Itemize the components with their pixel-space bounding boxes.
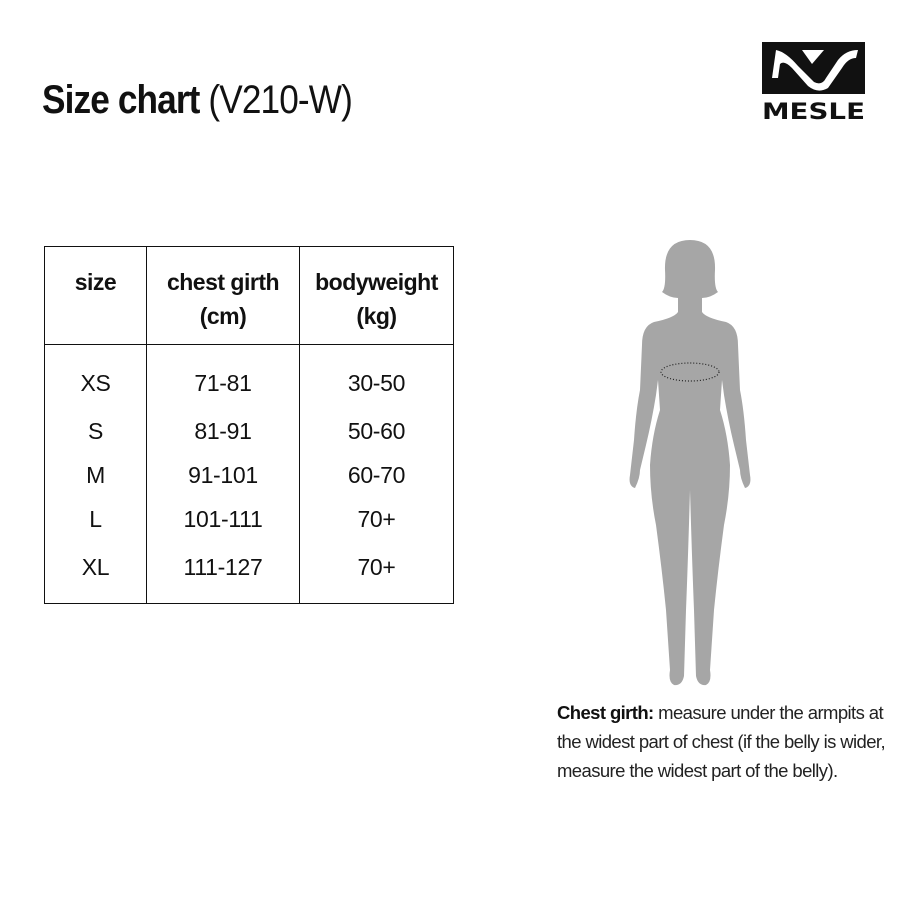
header-bodyweight: bodyweight (kg) xyxy=(299,246,454,345)
cell-weight: 50-60 xyxy=(299,409,454,453)
cell-size: L xyxy=(44,497,147,541)
title-bold: Size chart xyxy=(42,78,200,122)
cell-chest: 91-101 xyxy=(146,453,300,497)
note-text: measure under the armpits at the widest … xyxy=(557,702,886,781)
page-title: Size chart (V210-W) xyxy=(42,78,353,123)
table-row: XS 71-81 30-50 xyxy=(44,344,454,409)
cell-weight: 70+ xyxy=(299,497,454,541)
title-model: (V210-W) xyxy=(208,78,352,122)
cell-weight: 70+ xyxy=(299,541,454,604)
header-size: size xyxy=(44,246,147,345)
table-header-row: size chest girth (cm) bodyweight (kg) xyxy=(44,246,454,345)
cell-chest: 111-127 xyxy=(146,541,300,604)
cell-size: XL xyxy=(44,541,147,604)
body-silhouette xyxy=(610,230,770,695)
note-label: Chest girth: xyxy=(557,702,654,723)
logo-text: MESLE xyxy=(762,100,865,122)
header-chest-girth: chest girth (cm) xyxy=(146,246,300,345)
cell-chest: 71-81 xyxy=(146,344,300,409)
cell-weight: 60-70 xyxy=(299,453,454,497)
table-row: S 81-91 50-60 xyxy=(44,409,454,453)
table-row: L 101-111 70+ xyxy=(44,497,454,541)
table-row: XL 111-127 70+ xyxy=(44,541,454,604)
cell-size: S xyxy=(44,409,147,453)
cell-weight: 30-50 xyxy=(299,344,454,409)
mesle-logo: MESLE xyxy=(762,42,865,127)
chest-girth-marker xyxy=(660,362,720,382)
cell-size: M xyxy=(44,453,147,497)
table-row: M 91-101 60-70 xyxy=(44,453,454,497)
size-table: size chest girth (cm) bodyweight (kg) XS 7… xyxy=(44,246,454,604)
cell-chest: 81-91 xyxy=(146,409,300,453)
cell-chest: 101-111 xyxy=(146,497,300,541)
cell-size: XS xyxy=(44,344,147,409)
chest-girth-note: Chest girth: measure under the armpits a… xyxy=(557,698,887,785)
